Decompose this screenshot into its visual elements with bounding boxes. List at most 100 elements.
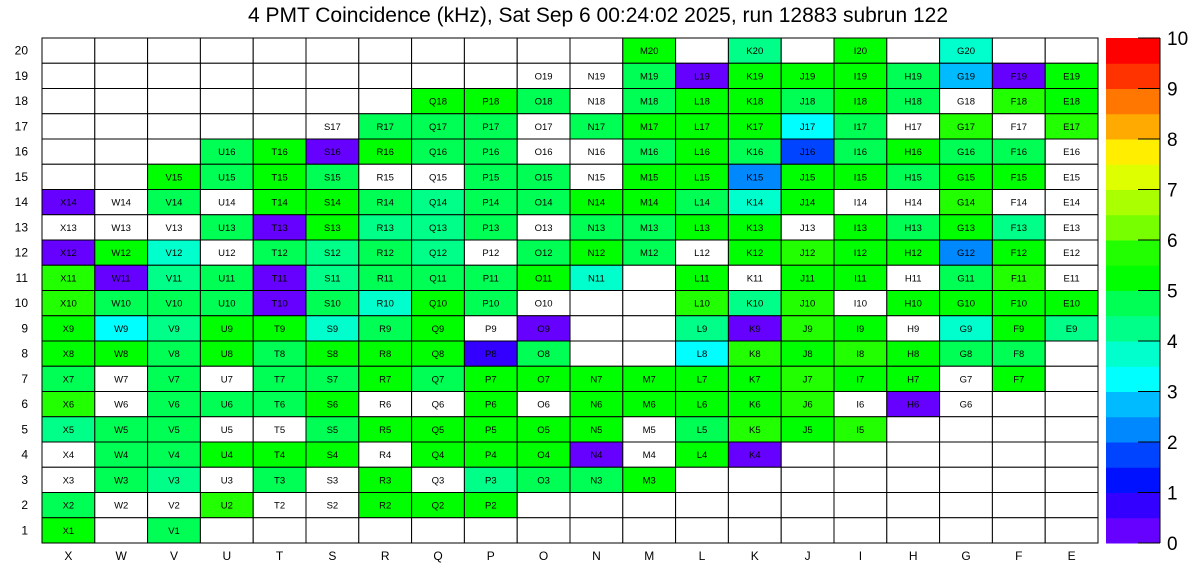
- cell-label: N18: [588, 97, 605, 108]
- heatmap-cell: [675, 264, 729, 291]
- heatmap-cell: [305, 239, 360, 266]
- heatmap-cell: [1044, 315, 1099, 342]
- y-tick-label: 15: [15, 170, 29, 184]
- heatmap-cell: [675, 365, 729, 392]
- color-bar-band: [1106, 189, 1160, 216]
- cell-label: P9: [485, 324, 497, 335]
- cell-label: K11: [747, 273, 763, 284]
- cell-label: G9: [960, 324, 973, 335]
- heatmap-cell: [411, 62, 465, 89]
- heatmap-cell: [199, 37, 254, 64]
- heatmap-cell: [569, 315, 624, 342]
- heatmap-cell: [939, 441, 993, 468]
- cell-label: N13: [588, 223, 605, 234]
- heatmap-cell: [305, 163, 360, 190]
- cell-label: R16: [376, 147, 393, 158]
- heatmap-cell: [358, 391, 413, 418]
- cell-label: U2: [221, 501, 233, 512]
- cell-label: H13: [904, 223, 921, 234]
- heatmap-cell: [516, 441, 571, 468]
- heatmap-cell: [1044, 441, 1099, 468]
- color-bar-band: [1106, 38, 1160, 64]
- heatmap-cell: [252, 391, 307, 418]
- heatmap-cell: [833, 138, 888, 165]
- heatmap-cell: [1044, 113, 1099, 140]
- cell-label: F18: [1011, 97, 1027, 108]
- cell-label: H9: [907, 324, 919, 335]
- heatmap-cell: [147, 517, 201, 544]
- cell-label: S9: [327, 324, 339, 335]
- cell-label: I18: [854, 97, 867, 108]
- cell-label: W11: [112, 273, 131, 284]
- heatmap-cell: [147, 88, 201, 115]
- heatmap-cell: [94, 264, 149, 291]
- cell-label: R14: [376, 198, 393, 209]
- heatmap-cell: [675, 315, 729, 342]
- heatmap-cell: [1044, 466, 1099, 493]
- heatmap-cell: [780, 214, 835, 241]
- heatmap-cell: [358, 416, 413, 443]
- cell-label: K12: [746, 248, 763, 259]
- heatmap-cell: [886, 492, 941, 519]
- cell-label: S14: [324, 198, 341, 209]
- cell-label: O3: [537, 475, 550, 486]
- color-bar-label: 10: [1167, 29, 1188, 50]
- heatmap-cell: [94, 62, 149, 89]
- color-bar-band: [1106, 214, 1160, 241]
- cell-label: T7: [274, 374, 285, 385]
- cell-label: V2: [168, 501, 180, 512]
- cell-label: H15: [904, 172, 921, 183]
- cell-label: O9: [537, 324, 550, 335]
- y-tick-label: 14: [15, 195, 29, 209]
- heatmap-cell: [516, 37, 571, 64]
- heatmap-cell: [886, 163, 941, 190]
- heatmap-cell: [939, 113, 993, 140]
- cell-label: P8: [485, 349, 497, 360]
- cell-label: S17: [324, 122, 341, 133]
- cell-label: M12: [640, 248, 658, 259]
- heatmap-cell: [305, 315, 360, 342]
- cell-label: H10: [904, 299, 921, 310]
- heatmap-cell: [727, 62, 782, 89]
- heatmap-cell: [727, 138, 782, 165]
- heatmap-cell: [569, 492, 624, 519]
- heatmap-cell: [41, 37, 96, 64]
- cell-label: K9: [749, 324, 761, 335]
- cell-label: F11: [1011, 273, 1027, 284]
- cell-label: T10: [271, 299, 287, 310]
- heatmap-cell: [411, 113, 465, 140]
- cell-label: S2: [327, 501, 339, 512]
- heatmap-cell: [886, 416, 941, 443]
- heatmap-cell: [516, 113, 571, 140]
- cell-label: R12: [376, 248, 393, 259]
- cell-label: K8: [749, 349, 761, 360]
- heatmap-cell: [94, 214, 149, 241]
- cell-label: P2: [485, 501, 497, 512]
- heatmap-cell: [727, 113, 782, 140]
- cell-label: O7: [537, 374, 550, 385]
- heatmap-cell: [569, 466, 624, 493]
- cell-label: O13: [535, 223, 553, 234]
- heatmap-cell: [94, 239, 149, 266]
- heatmap-cell: [252, 62, 307, 89]
- heatmap-cell: [358, 88, 413, 115]
- cell-label: J9: [803, 324, 813, 335]
- cell-label: P14: [482, 198, 499, 209]
- color-bar-band: [1106, 290, 1160, 317]
- cell-label: W12: [111, 248, 131, 259]
- cell-label: V5: [168, 425, 180, 436]
- heatmap-cell: [622, 290, 677, 317]
- cell-label: Q4: [432, 450, 445, 461]
- x-tick-label: F: [1015, 549, 1022, 563]
- cell-label: N11: [588, 273, 605, 284]
- cell-label: G17: [957, 122, 975, 133]
- cell-label: U12: [218, 248, 235, 259]
- cell-label: N16: [588, 147, 605, 158]
- cell-label: P17: [482, 122, 499, 133]
- cell-label: L11: [694, 273, 709, 284]
- heatmap-cell: [94, 340, 149, 367]
- color-bar-label: 8: [1167, 130, 1178, 151]
- heatmap-cell: [727, 391, 782, 418]
- cell-label: W10: [111, 299, 131, 310]
